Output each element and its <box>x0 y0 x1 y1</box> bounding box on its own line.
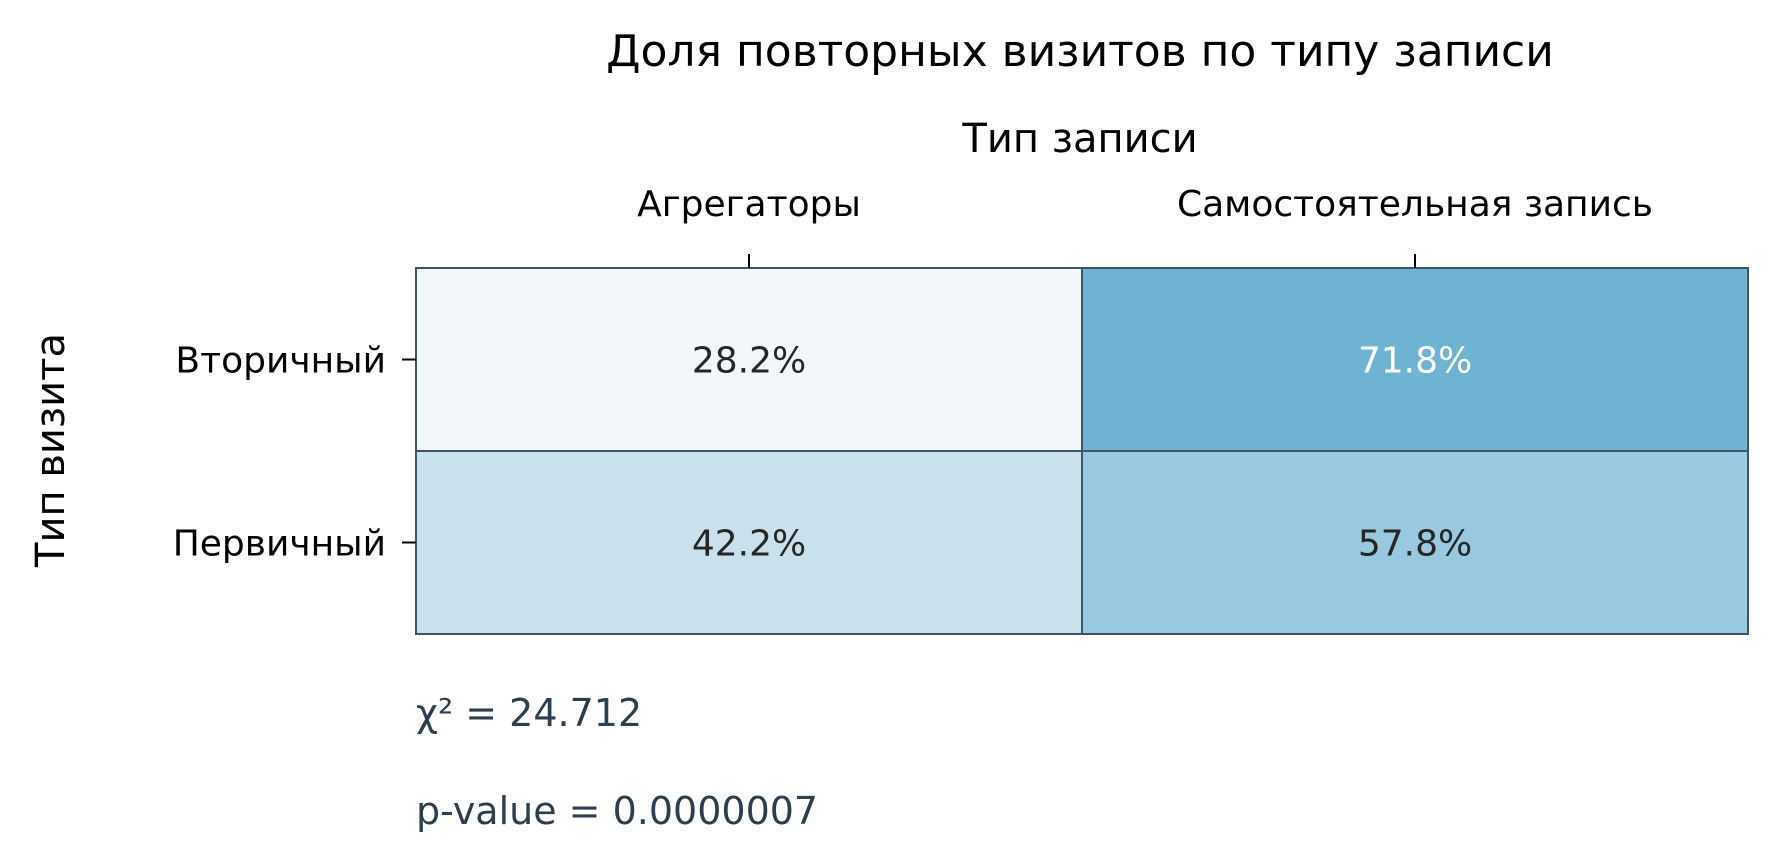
x-tick-label: Агрегаторы <box>637 184 861 225</box>
cell-value-label: 28.2% <box>692 341 806 382</box>
p-value-annotation: p-value = 0.0000007 <box>416 789 818 833</box>
heatmap-cell <box>1081 450 1749 635</box>
heatmap-cell <box>1081 267 1749 452</box>
y-axis-label: Тип визита <box>28 333 74 568</box>
cell-value-label: 71.8% <box>1358 341 1472 382</box>
axis-ticks: Агрегаторы Самостоятельная запись Вторичны… <box>173 184 1653 565</box>
y-tick-label: Первичный <box>173 524 386 565</box>
heatmap-cell <box>415 267 1083 452</box>
cell-value-label: 42.2% <box>692 524 806 565</box>
heatmap-cells: 28.2% 71.8% 42.2% 57.8% <box>415 267 1749 635</box>
y-tick-label: Вторичный <box>175 341 386 382</box>
x-tick-label: Самостоятельная запись <box>1177 184 1653 225</box>
x-axis-label: Тип записи <box>961 116 1197 162</box>
chart-title: Доля повторных визитов по типу записи <box>606 26 1554 77</box>
cell-value-label: 57.8% <box>1358 524 1472 565</box>
chi-square-annotation: χ² = 24.712 <box>416 691 642 735</box>
heatmap-cell <box>415 450 1083 635</box>
